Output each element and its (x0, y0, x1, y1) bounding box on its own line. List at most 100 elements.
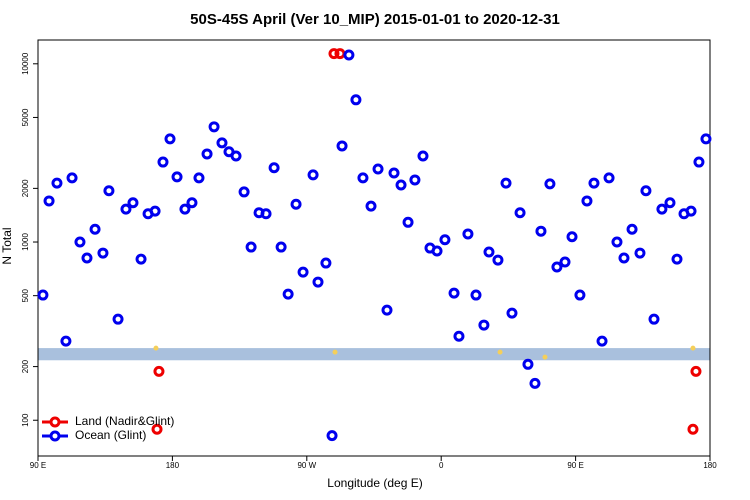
point (260, 208, 272, 220)
point (328, 48, 340, 60)
point (97, 247, 109, 259)
point (186, 197, 198, 209)
point (409, 174, 421, 186)
x-axis-label: Longitude (deg E) (327, 476, 422, 490)
point (626, 223, 638, 235)
point (74, 236, 86, 248)
point (618, 252, 630, 264)
plot-frame (37, 39, 711, 457)
point (290, 198, 302, 210)
point (326, 430, 338, 442)
point (282, 288, 294, 300)
point (381, 304, 393, 316)
point (297, 266, 309, 278)
point (230, 150, 242, 162)
point (238, 186, 250, 198)
legend-label: Land (Nadir&Glint) (75, 414, 174, 428)
point (60, 335, 72, 347)
point (365, 200, 377, 212)
point (685, 205, 697, 217)
point (439, 234, 451, 246)
point (522, 358, 534, 370)
point (332, 349, 338, 355)
point (506, 307, 518, 319)
point (307, 169, 319, 181)
y-tick-label: 5000 (21, 108, 30, 126)
point (37, 289, 49, 301)
y-tick-label: 1000 (21, 233, 30, 251)
point (350, 94, 362, 106)
point (690, 365, 702, 377)
point (448, 287, 460, 299)
point (343, 49, 355, 61)
point (402, 216, 414, 228)
point (103, 185, 115, 197)
x-tick-label: 90 E (567, 461, 583, 470)
y-tick-label: 200 (21, 359, 30, 373)
point (596, 335, 608, 347)
band (38, 348, 710, 361)
point (664, 197, 676, 209)
point (372, 163, 384, 175)
point (478, 319, 490, 331)
chart-title: 50S-45S April (Ver 10_MIP) 2015-01-01 to… (190, 11, 560, 28)
point (640, 185, 652, 197)
y-axis-label: N Total (0, 227, 14, 264)
point (201, 148, 213, 160)
point (700, 133, 712, 145)
point (693, 156, 705, 168)
legend-item: Land (Nadir&Glint) (42, 414, 174, 428)
point (216, 137, 228, 149)
point (492, 254, 504, 266)
point (334, 48, 346, 60)
point (634, 247, 646, 259)
x-tick-label: 90 W (297, 461, 316, 470)
point (157, 156, 169, 168)
legend-marker (49, 416, 61, 428)
point (43, 195, 55, 207)
point (89, 223, 101, 235)
point (566, 231, 578, 243)
point (164, 133, 176, 145)
x-tick-label: 90 E (30, 461, 46, 470)
point (66, 172, 78, 184)
x-tick-label: 0 (439, 461, 444, 470)
point (544, 178, 556, 190)
point (320, 257, 332, 269)
point (581, 195, 593, 207)
point (149, 205, 161, 217)
point (529, 377, 541, 389)
point (112, 313, 124, 325)
point (417, 150, 429, 162)
point (462, 228, 474, 240)
point (656, 203, 668, 215)
point (127, 197, 139, 209)
point (470, 289, 482, 301)
point (312, 276, 324, 288)
point (648, 313, 660, 325)
point (120, 203, 132, 215)
point (151, 423, 163, 435)
x-tick-label: 180 (703, 461, 717, 470)
point (153, 365, 165, 377)
point (542, 354, 548, 360)
point (268, 162, 280, 174)
point (135, 253, 147, 265)
y-tick-label: 100 (21, 413, 30, 427)
legend-label: Ocean (Glint) (75, 428, 146, 442)
point (245, 241, 257, 253)
point (153, 345, 159, 351)
point (395, 179, 407, 191)
point (275, 241, 287, 253)
point (514, 207, 526, 219)
point (559, 256, 571, 268)
x-tick-label: 180 (166, 461, 180, 470)
point (535, 225, 547, 237)
point (574, 289, 586, 301)
point (193, 172, 205, 184)
point (51, 177, 63, 189)
y-tick-label: 10000 (21, 52, 30, 75)
point (588, 177, 600, 189)
point (208, 121, 220, 133)
